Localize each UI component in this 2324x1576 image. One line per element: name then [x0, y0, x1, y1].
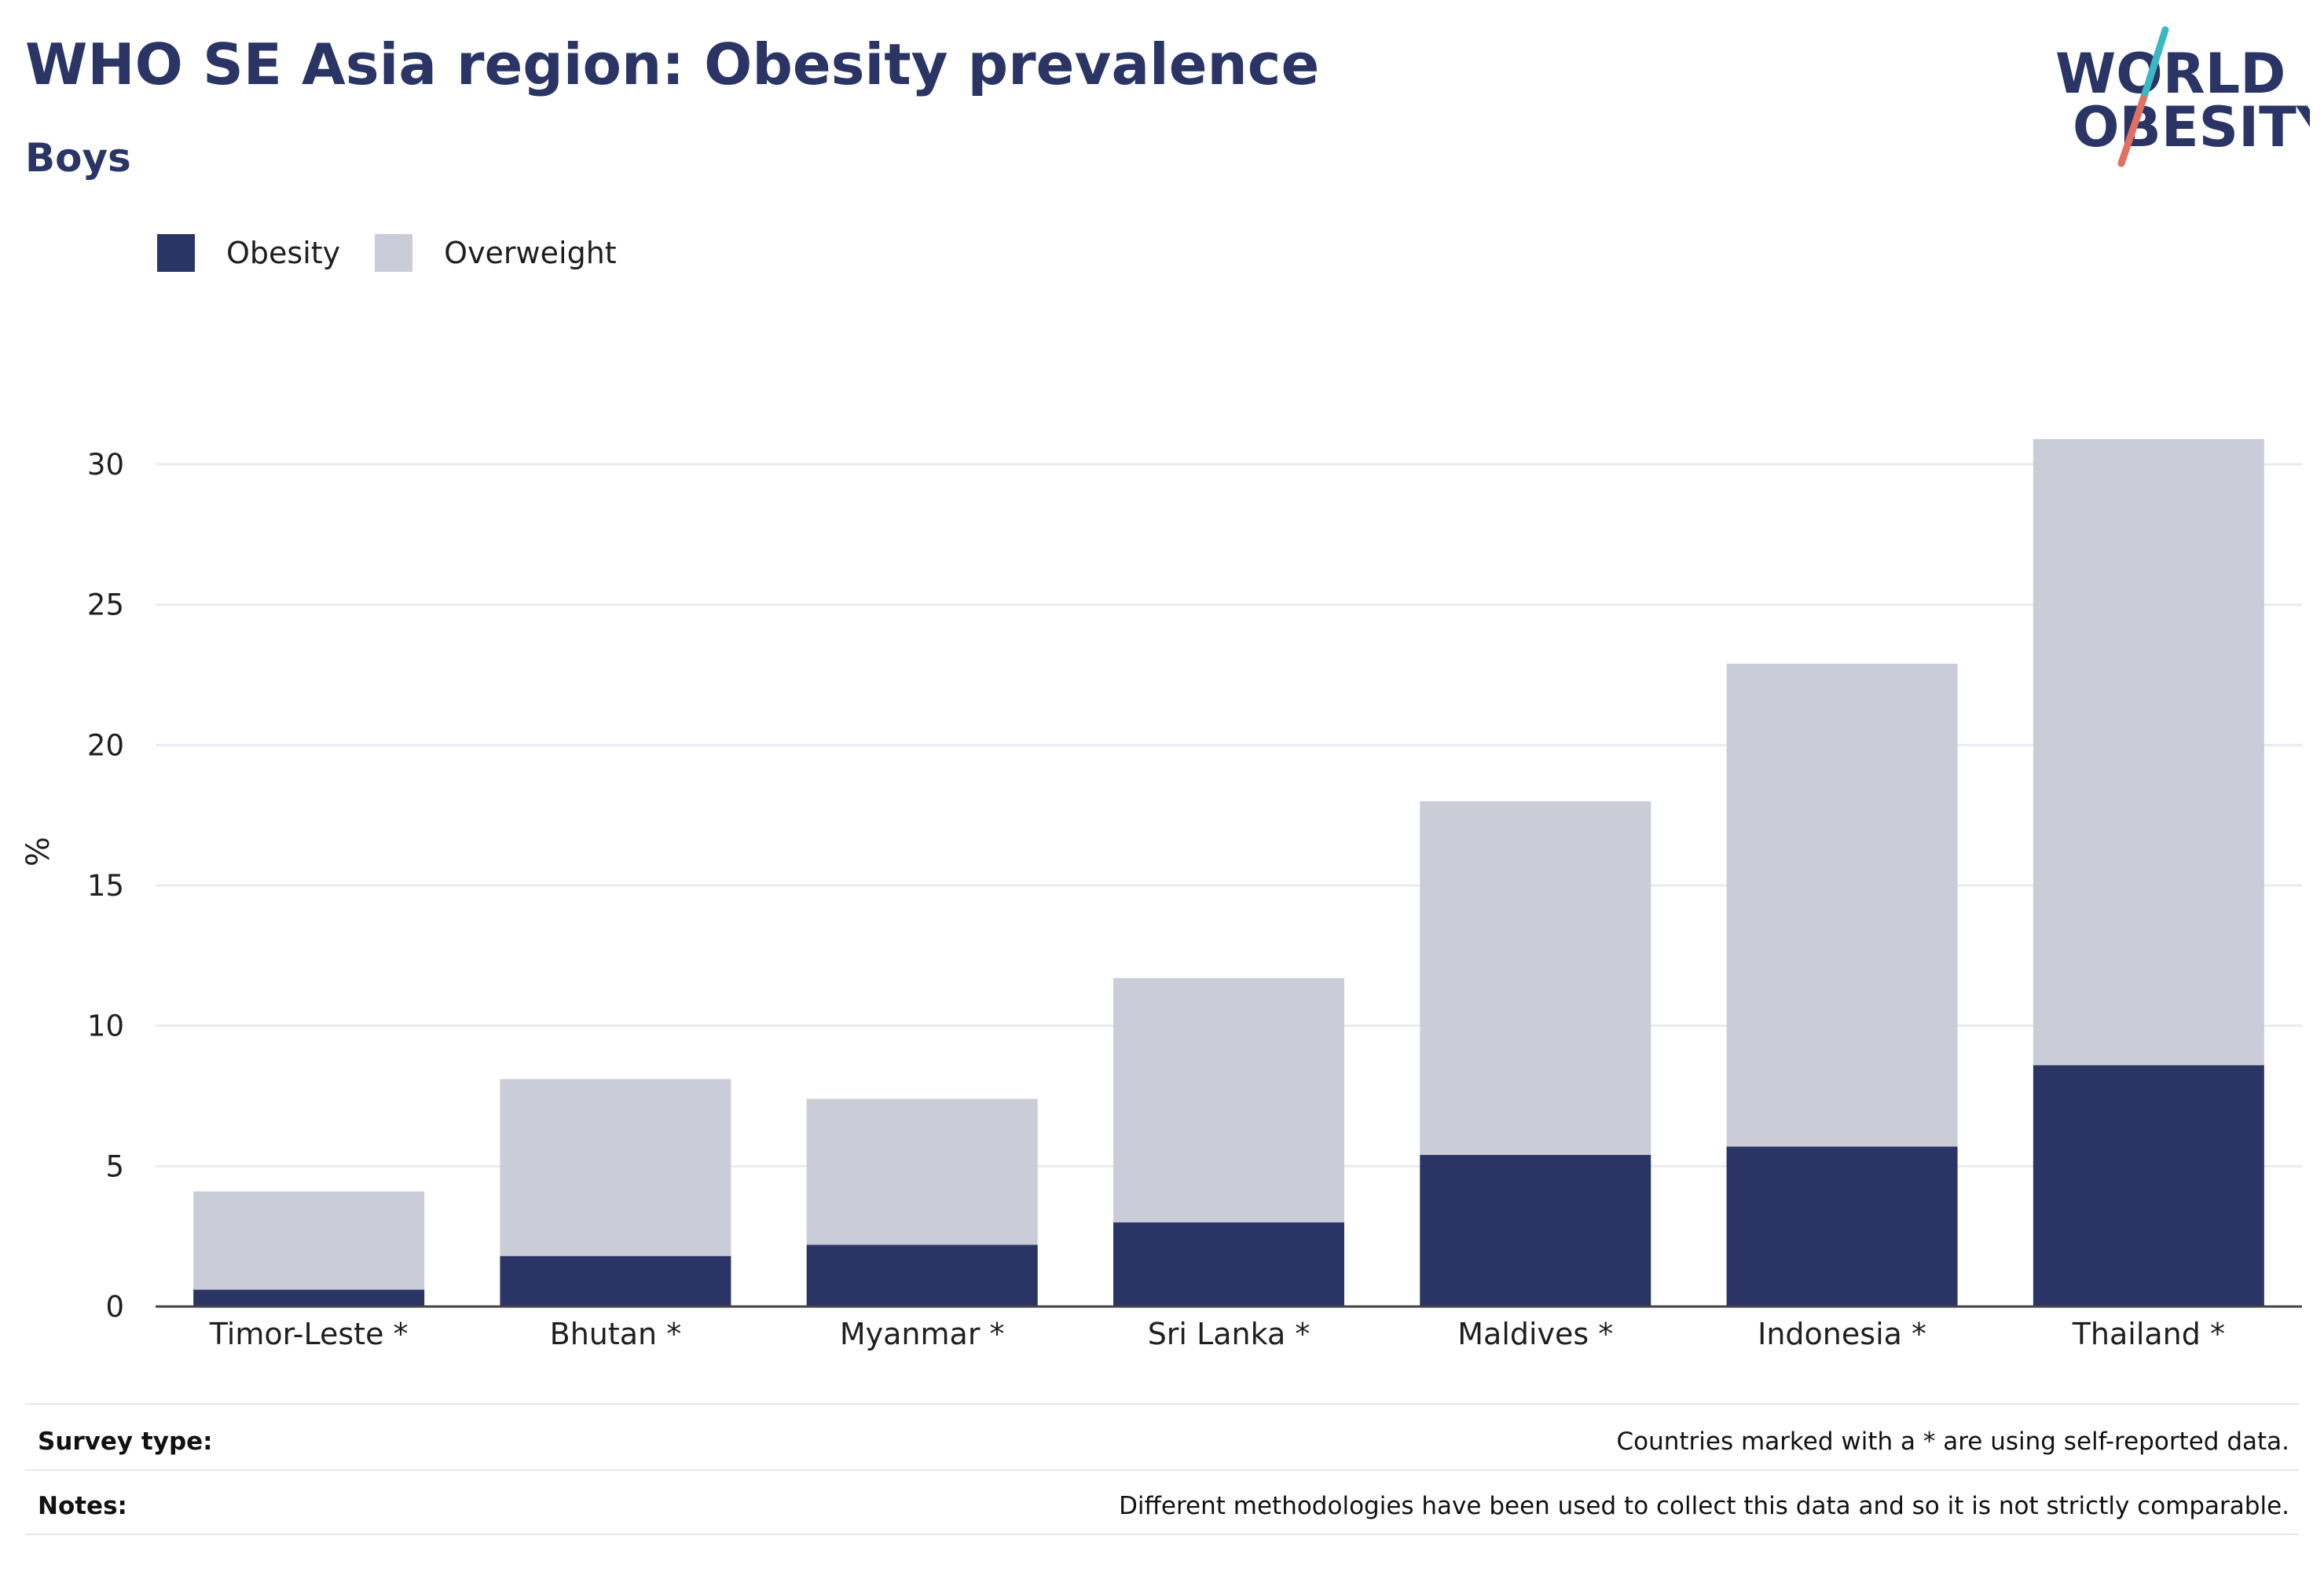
survey-type-text: Countries marked with a * are using self…	[1616, 1428, 2290, 1456]
bar-obesity-6	[2033, 1065, 2264, 1307]
bar-obesity-2	[806, 1244, 1038, 1307]
bar-obesity-3	[1113, 1222, 1344, 1307]
bar-overweight-1	[500, 1079, 731, 1256]
legend-label-overweight: Overweight	[444, 236, 617, 270]
x-tick-label: Indonesia *	[1758, 1317, 1926, 1351]
bar-obesity-0	[193, 1289, 425, 1307]
legend-label-obesity: Obesity	[226, 236, 341, 270]
bar-obesity-1	[500, 1255, 731, 1307]
chart-subtitle: Boys	[25, 135, 131, 181]
logo-line-2: OBESITY	[2073, 95, 2310, 159]
y-tick-label: 0	[105, 1290, 124, 1324]
y-tick-label: 15	[87, 869, 124, 903]
bar-obesity-5	[1726, 1146, 1958, 1307]
chart-legend: Obesity Overweight	[157, 234, 651, 272]
bar-overweight-2	[806, 1098, 1038, 1245]
world-obesity-logo: WORLD OBESITY	[2055, 26, 2310, 167]
footer-divider-bottom	[25, 1534, 2299, 1535]
legend-item-overweight: Overweight	[375, 234, 617, 272]
legend-item-obesity: Obesity	[157, 234, 340, 272]
x-tick-label: Timor-Leste *	[209, 1317, 409, 1351]
x-tick-label: Maldives *	[1457, 1317, 1613, 1351]
y-tick-label: 5	[105, 1149, 124, 1183]
x-tick-label: Thailand *	[2072, 1317, 2225, 1351]
y-tick-label: 10	[87, 1010, 124, 1043]
y-axis-label: %	[20, 837, 57, 867]
bar-overweight-3	[1113, 977, 1344, 1222]
x-tick-label: Sri Lanka *	[1148, 1317, 1310, 1351]
notes-text: Different methodologies have been used t…	[1119, 1492, 2289, 1520]
bar-obesity-4	[1420, 1155, 1651, 1307]
x-tick-label: Bhutan *	[550, 1317, 682, 1351]
bar-overweight-6	[2033, 438, 2264, 1065]
y-tick-label: 25	[87, 588, 124, 622]
survey-type-label: Survey type:	[38, 1428, 213, 1456]
bar-chart: 0 5 10 15 20 25 30% Timor-Leste * Bhutan * Myanma…	[20, 438, 2302, 1351]
logo-slash-bottom	[2117, 95, 2147, 167]
legend-swatch-overweight	[375, 234, 413, 272]
logo-slash-top	[2139, 26, 2169, 103]
bar-overweight-4	[1420, 801, 1651, 1156]
bar-overweight-5	[1726, 663, 1958, 1147]
x-tick-label: Myanmar *	[840, 1317, 1005, 1351]
y-tick-label: 30	[87, 448, 124, 482]
notes-label: Notes:	[38, 1492, 127, 1520]
logo-line-1: WORLD	[2055, 42, 2286, 106]
footer-notes-row: Notes: Different methodologies have been…	[38, 1486, 2289, 1526]
footer-divider-middle	[25, 1469, 2299, 1471]
footer-survey-row: Survey type: Countries marked with a * a…	[38, 1422, 2289, 1461]
footer-divider-top	[25, 1403, 2299, 1405]
bar-overweight-0	[193, 1191, 425, 1290]
y-tick-label: 20	[87, 728, 124, 762]
chart-title: WHO SE Asia region: Obesity prevalence	[25, 31, 1320, 97]
legend-swatch-obesity	[157, 234, 195, 272]
